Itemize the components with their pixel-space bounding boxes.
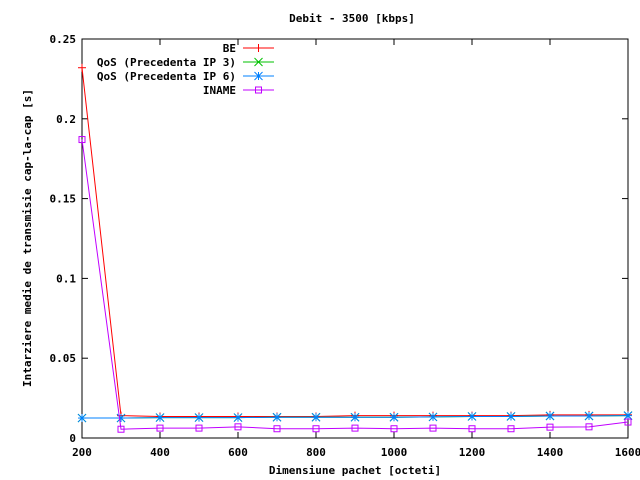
legend-label: INAME [203, 84, 236, 97]
legend-label: QoS (Precedenta IP 6) [97, 70, 236, 83]
legend-marker [255, 86, 262, 94]
axes: 200 400 600 800 1000 1200 1400 1600 0 0.05 0.1 0.15… [50, 33, 640, 459]
y-tick-label: 0 [69, 432, 76, 445]
data-point [272, 412, 282, 422]
legend-label: QoS (Precedenta IP 3) [97, 56, 236, 69]
plot-frame [81, 38, 629, 439]
data-point [389, 412, 399, 422]
data-point [467, 412, 477, 421]
data-point [234, 423, 242, 431]
series-1 [78, 63, 632, 421]
data-point [468, 425, 476, 433]
series-line [81, 67, 628, 417]
series-4 [78, 136, 632, 433]
y-tick-label: 0.05 [50, 352, 77, 365]
x-tick-label: 600 [228, 446, 248, 459]
data-point [624, 418, 632, 426]
x-tick-label: 400 [150, 446, 170, 459]
x-tick-label: 1000 [381, 446, 408, 459]
data-point [545, 411, 555, 421]
x-tick-label: 200 [72, 446, 92, 459]
data-point [623, 411, 633, 421]
y-tick-label: 0.2 [56, 113, 76, 126]
series-line [81, 139, 629, 430]
data-point [78, 63, 86, 72]
x-axis-label: Dimensiune pachet [octeti] [269, 464, 441, 477]
legend-marker [254, 57, 263, 67]
data-point [78, 136, 86, 144]
data-point [390, 425, 398, 433]
x-tick-label: 1400 [537, 446, 564, 459]
data-point [312, 425, 320, 433]
y-tick-label: 0.15 [50, 193, 77, 206]
data-point [311, 412, 321, 422]
y-tick-label: 0.1 [56, 272, 76, 285]
data-point [584, 411, 594, 421]
chart-title: Debit - 3500 [kbps] [289, 12, 415, 25]
data-point [155, 413, 165, 422]
data-point [546, 423, 554, 431]
data-point [429, 424, 437, 432]
data-point [156, 424, 164, 432]
series-layer [77, 63, 633, 433]
data-point [351, 424, 359, 432]
legend-label: BE [223, 42, 236, 55]
x-tick-label: 1200 [459, 446, 486, 459]
legend-marker [254, 71, 263, 81]
data-point [195, 424, 203, 432]
data-point [194, 413, 204, 422]
data-point [117, 425, 125, 433]
y-axis-label: Intarziere medie de transmisie cap-la-ca… [21, 89, 34, 387]
series-3 [77, 411, 633, 423]
x-tick-label: 1600 [615, 446, 640, 459]
x-tick-label: 800 [306, 446, 326, 459]
data-point [233, 413, 243, 422]
data-point [585, 423, 593, 431]
data-point [506, 412, 516, 421]
data-point [116, 413, 126, 423]
legend-marker [254, 44, 263, 52]
data-point [77, 413, 87, 423]
data-point [350, 412, 360, 422]
data-point [507, 425, 515, 433]
data-point [428, 412, 438, 422]
y-tick-label: 0.25 [50, 33, 77, 46]
data-point [273, 425, 281, 433]
